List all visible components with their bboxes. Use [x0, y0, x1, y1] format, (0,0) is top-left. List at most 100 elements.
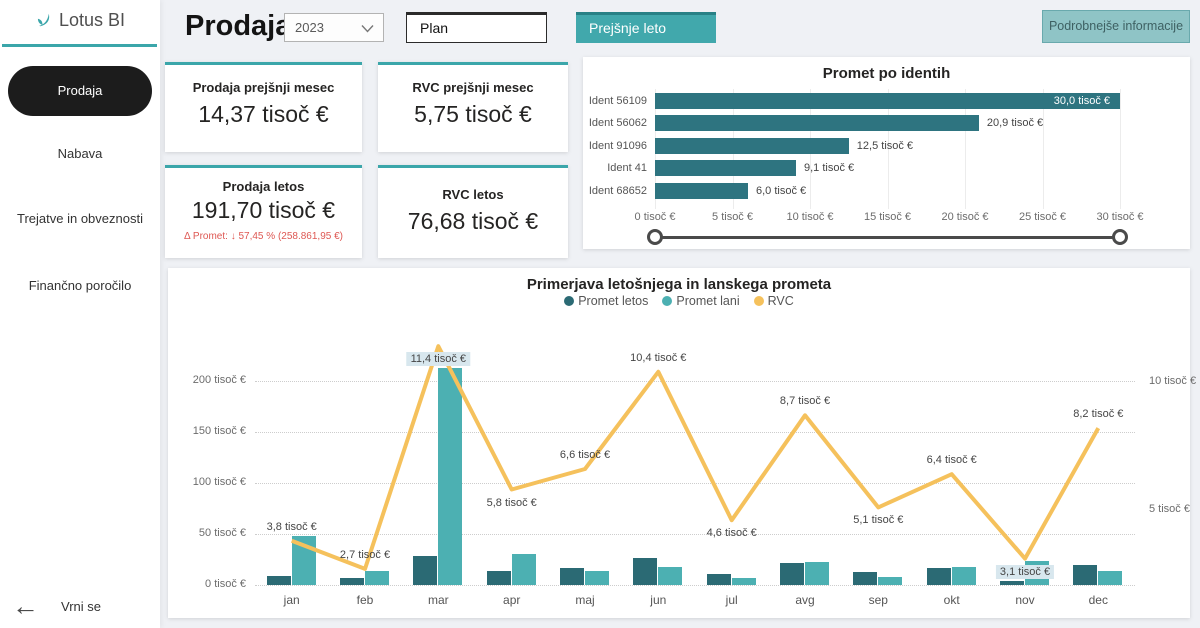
bar-promet-letos[interactable] — [1000, 580, 1024, 585]
legend-dot-icon — [662, 296, 673, 306]
sidebar-item-financno[interactable]: Finančno poročilo — [0, 278, 160, 293]
sidebar-item-trejatve[interactable]: Trejatve in obveznosti — [0, 211, 160, 226]
sidebar-item-label: Trejatve in obveznosti — [17, 211, 143, 226]
bar[interactable] — [655, 182, 748, 199]
sidebar-item-prodaja[interactable]: Prodaja — [8, 66, 152, 116]
bar-promet-lani[interactable] — [585, 570, 609, 585]
line-data-label: 3,1 tisoč € — [995, 564, 1055, 579]
bar[interactable] — [655, 160, 796, 176]
bar-value-label: 12,5 tisoč € — [856, 139, 914, 152]
kpi-value: 76,68 tisoč € — [407, 208, 539, 234]
range-slider-track[interactable] — [655, 236, 1120, 239]
chevron-down-icon — [361, 25, 374, 33]
line-data-label: 6,4 tisoč € — [926, 454, 977, 467]
ident-bar-chart: Promet po identih 0 tisoč € 5 tisoč € 10 t… — [583, 57, 1190, 249]
bar-promet-lani[interactable] — [291, 536, 316, 585]
x-axis-month-label: sep — [868, 593, 888, 607]
kpi-value: 5,75 tisoč € — [414, 101, 532, 127]
bar[interactable] — [655, 137, 849, 154]
x-axis-month-label: jul — [725, 593, 738, 607]
category-label: Ident 56062 — [588, 117, 647, 129]
bar-promet-letos[interactable] — [413, 556, 438, 585]
logo: Lotus BI — [0, 10, 160, 31]
y-axis-tick-right: 10 tisoč € — [1149, 375, 1197, 387]
bar-promet-letos[interactable] — [1073, 564, 1098, 585]
line-data-label: 4,6 tisoč € — [706, 527, 757, 540]
line-data-label: 8,7 tisoč € — [779, 395, 831, 408]
gridline — [255, 483, 1135, 484]
bar-value-label: 9,1 tisoč € — [804, 162, 855, 174]
bar-promet-letos[interactable] — [853, 571, 878, 585]
line-data-label: 6,6 tisoč € — [559, 449, 611, 461]
bar-promet-letos[interactable] — [633, 557, 658, 585]
bar[interactable] — [655, 92, 1120, 109]
legend-label: Promet letos — [578, 294, 649, 308]
bar-promet-lani[interactable] — [438, 367, 463, 585]
kpi-value: 191,70 tisoč € — [191, 197, 336, 223]
rvc-line-path — [290, 344, 1101, 571]
legend-item-promet-letos[interactable]: Promet letos — [564, 294, 648, 308]
bar-promet-lani[interactable] — [511, 554, 536, 585]
kpi-title: RVC prejšnji mesec — [412, 80, 534, 95]
chart-title: Promet po identih — [822, 65, 951, 82]
bar[interactable] — [655, 115, 979, 131]
gridline — [255, 585, 1135, 586]
bar-promet-letos[interactable] — [340, 577, 364, 585]
sidebar-item-nabava[interactable]: Nabava — [0, 146, 160, 161]
bar-promet-lani[interactable] — [878, 576, 903, 585]
bar-promet-letos[interactable] — [926, 567, 951, 585]
line-data-label: 3,8 tisoč € — [266, 520, 317, 533]
bar-promet-lani[interactable] — [731, 577, 756, 585]
kpi-title: Prodaja prejšnji mesec — [192, 80, 335, 95]
bar-promet-letos[interactable] — [780, 562, 804, 585]
slider-handle-max[interactable] — [1112, 229, 1128, 245]
legend-item-rvc[interactable]: RVC — [753, 294, 794, 308]
x-axis-tick: 30 tisoč € — [1096, 211, 1144, 223]
x-axis-month-label: jan — [283, 593, 300, 607]
kpi-delta: Δ Promet: ↓ 57,45 % (258.861,95 €) — [184, 231, 343, 242]
kpi-title: RVC letos — [442, 187, 504, 202]
previous-year-button[interactable]: Prejšnje leto — [576, 12, 716, 43]
kpi-card-prodaja-prejsnji-mesec: Prodaja prejšnji mesec 14,37 tisoč € — [165, 62, 362, 152]
bar-promet-lani[interactable] — [1098, 570, 1123, 585]
lotus-leaf-icon — [37, 13, 50, 27]
chart-legend: Promet letos Promet lani RVC — [168, 294, 1190, 308]
logo-text: Lotus BI — [58, 10, 126, 30]
plan-button[interactable]: Plan — [406, 12, 547, 43]
bar-promet-lani[interactable] — [951, 566, 976, 585]
year-dropdown[interactable]: 2023 — [284, 13, 384, 42]
x-axis-month-label: nov — [1015, 593, 1035, 607]
line-data-label: 11,4 tisoč € — [406, 352, 471, 367]
y-axis-tick-right: 5 tisoč € — [1149, 503, 1190, 515]
more-info-button[interactable]: Podrobnejše informacije — [1042, 10, 1190, 43]
gridline — [887, 89, 889, 209]
logo-underline — [2, 44, 157, 47]
legend-dot-icon — [564, 296, 575, 306]
bar-promet-letos[interactable] — [486, 570, 511, 585]
gridline — [255, 381, 1135, 382]
bar-promet-lani[interactable] — [805, 561, 829, 585]
legend-item-promet-lani[interactable]: Promet lani — [662, 294, 740, 308]
x-axis-tick: 0 tisoč € — [634, 211, 676, 223]
bar-promet-lani[interactable] — [658, 566, 683, 585]
bar-value-label: 30,0 tisoč € — [1053, 94, 1110, 107]
back-navigation: ← Vrni se — [12, 593, 101, 620]
slider-handle-min[interactable] — [647, 229, 663, 245]
legend-label: Promet lani — [676, 294, 740, 308]
x-axis-month-label: avg — [795, 593, 815, 607]
x-axis-tick: 25 tisoč € — [1018, 211, 1067, 223]
year-dropdown-value: 2023 — [295, 20, 324, 35]
y-axis-tick-left: 50 tisoč € — [198, 527, 246, 539]
category-label: Ident 56109 — [588, 94, 647, 107]
line-data-label: 2,7 tisoč € — [339, 548, 391, 561]
back-arrow-icon[interactable]: ← — [12, 591, 39, 621]
category-label: Ident 91096 — [588, 139, 647, 152]
bar-promet-letos[interactable] — [706, 573, 731, 585]
bar-promet-letos[interactable] — [266, 575, 291, 585]
x-axis-tick: 20 tisoč € — [941, 211, 989, 223]
x-axis-month-label: feb — [356, 593, 374, 607]
line-data-label: 10,4 tisoč € — [630, 351, 687, 364]
page-title: Prodaja — [185, 10, 292, 42]
bar-promet-letos[interactable] — [560, 567, 584, 585]
bar-promet-lani[interactable] — [365, 570, 389, 585]
